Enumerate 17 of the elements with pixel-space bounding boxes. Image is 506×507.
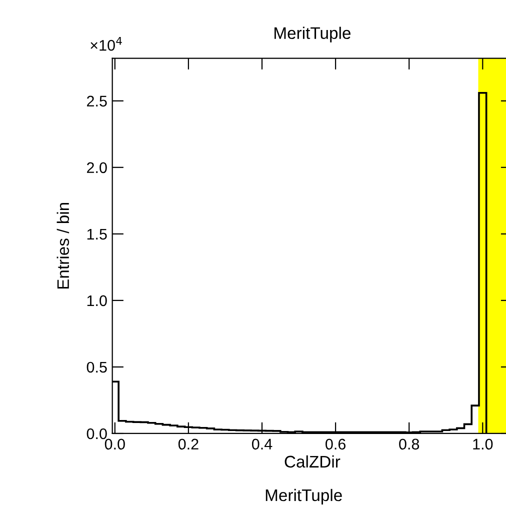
y-tick-label: 2.0 xyxy=(87,162,107,174)
y-axis-title: Entries / bin xyxy=(56,202,70,289)
text: MeritTuple xyxy=(266,488,342,504)
x-axis-title: CalZDir xyxy=(284,455,340,468)
y-tick-label: 1.5 xyxy=(87,228,107,240)
x-tick-label: 0.2 xyxy=(178,438,198,450)
x-tick-label: 1.0 xyxy=(473,438,493,450)
y-tick-label: 0.0 xyxy=(86,428,107,440)
x-tick-label: 0.8 xyxy=(399,438,420,450)
x-tick-label: 0.0 xyxy=(104,438,125,450)
text: ×10$^{4}$ xyxy=(90,36,122,51)
x-tick-label: 0.6 xyxy=(326,438,346,450)
y-tick-label: 1.0 xyxy=(87,295,107,306)
x-tick-label: 0.4 xyxy=(252,438,272,450)
y-tick-label: 0.5 xyxy=(86,362,107,373)
chart-title: MeritTuple xyxy=(274,26,351,42)
y-tick-label: 2.5 xyxy=(87,96,107,107)
